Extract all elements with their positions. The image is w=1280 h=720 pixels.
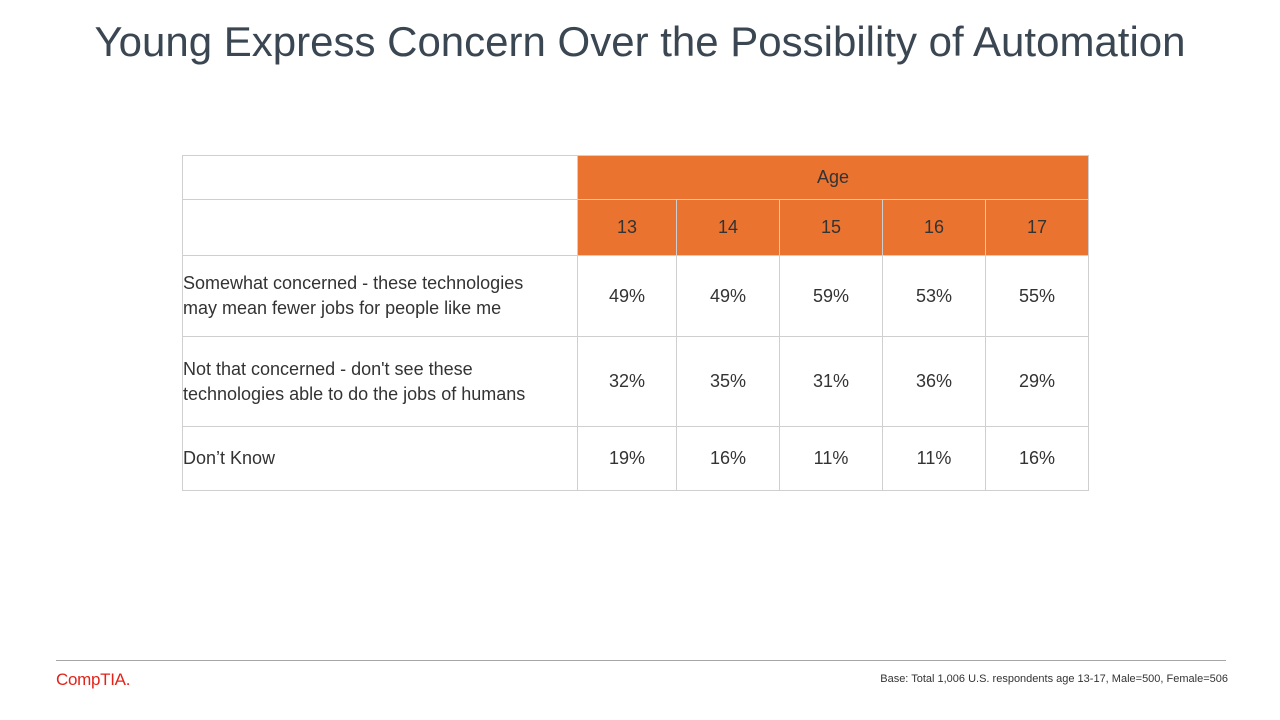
column-header-15: 15 (779, 199, 883, 256)
table-cell: 59% (779, 255, 883, 337)
column-header-14: 14 (676, 199, 780, 256)
row-label-line: may mean fewer jobs for people like me (183, 298, 502, 318)
column-header-13: 13 (577, 199, 677, 256)
age-group-header: Age (576, 155, 1090, 200)
table-cell: 31% (779, 336, 883, 427)
table-cell: 11% (779, 426, 883, 491)
row-label-line: Not that concerned - don't see these (183, 358, 473, 379)
table-cell: 49% (676, 255, 780, 337)
table-cell: 35% (676, 336, 780, 427)
table-cell: 16% (676, 426, 780, 491)
page-title: Young Express Concern Over the Possibili… (94, 18, 1186, 65)
header-empty-cell (182, 199, 578, 256)
table-cell: 16% (984, 426, 1090, 491)
header-row-group: Age (182, 155, 1090, 200)
comptia-logo: CompTIA. (56, 670, 131, 689)
row-label-line: technologies able to do the jobs of huma… (183, 383, 526, 404)
row-label-somewhat-concerned: Somewhat concerned - these technologies … (182, 255, 578, 337)
table-cell: 19% (577, 426, 677, 491)
table-row: Not that concerned - don't see these tec… (182, 336, 1090, 427)
table-cell: 32% (577, 336, 677, 427)
header-empty-cell (182, 155, 578, 200)
header-row-columns: 13 14 15 16 17 (182, 199, 1090, 256)
data-table: Age 13 14 15 16 17 Somewhat concerned - … (182, 155, 1090, 491)
column-header-16: 16 (882, 199, 986, 256)
footer-divider (56, 660, 1226, 661)
row-label-dont-know: Don’t Know (182, 426, 578, 491)
table-row: Don’t Know 19% 16% 11% 11% 16% (182, 426, 1090, 491)
table-cell: 55% (984, 255, 1090, 337)
table-cell: 11% (882, 426, 986, 491)
table-cell: 49% (577, 255, 677, 337)
table-row: Somewhat concerned - these technologies … (182, 255, 1090, 337)
table-cell: 36% (882, 336, 986, 427)
table-cell: 29% (984, 336, 1090, 427)
row-label-line: Somewhat concerned - these technologies (183, 273, 524, 293)
base-footnote: Base: Total 1,006 U.S. respondents age 1… (880, 673, 1228, 685)
table-cell: 53% (882, 255, 986, 337)
row-label-line: Don’t Know (183, 448, 276, 468)
column-header-17: 17 (984, 199, 1090, 256)
row-label-not-concerned: Not that concerned - don't see these tec… (182, 336, 578, 427)
